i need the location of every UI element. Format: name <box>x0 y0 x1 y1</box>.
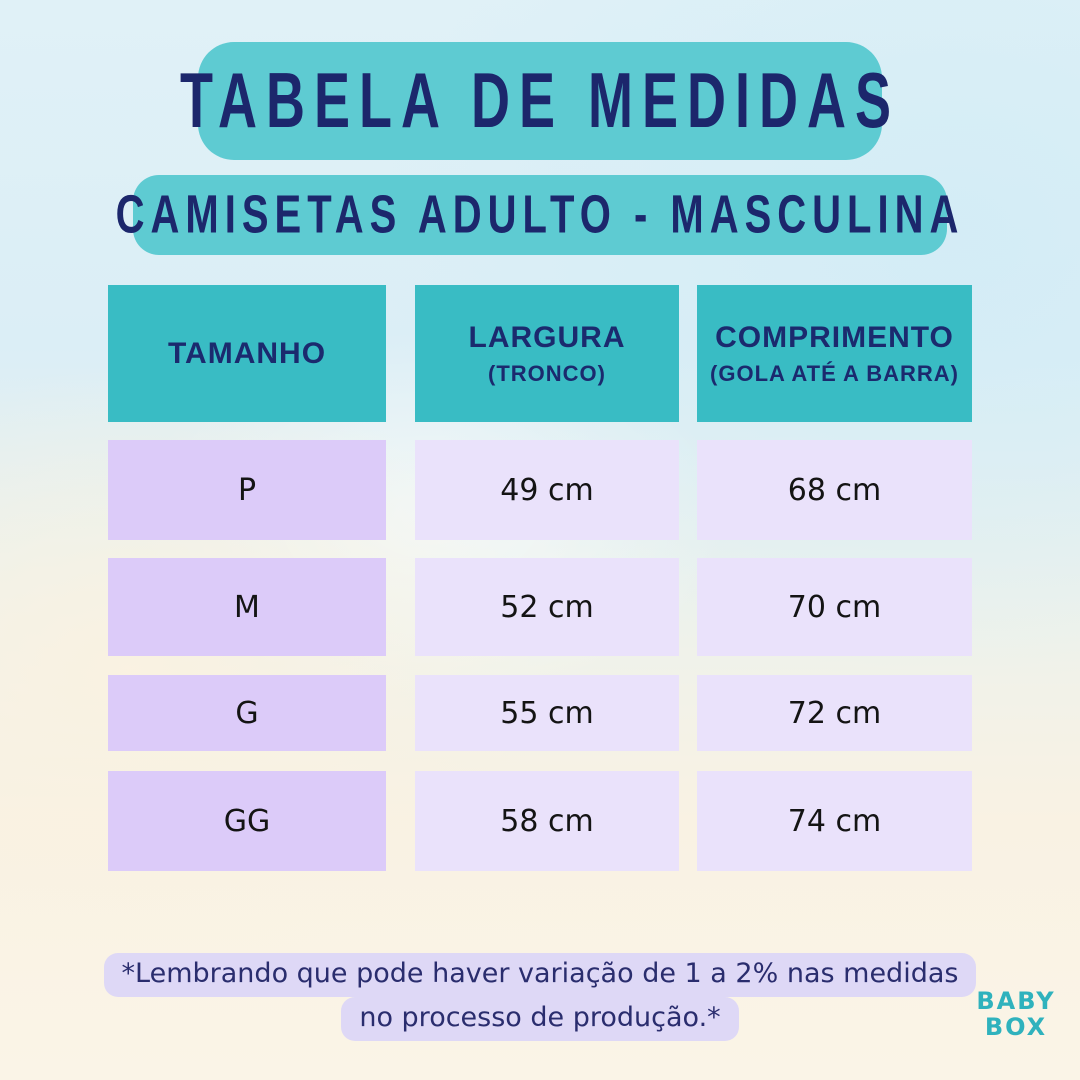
largura-value: 55 cm <box>500 695 594 731</box>
page-title: Tabela de Medidas <box>180 57 900 145</box>
largura-cell: 55 cm <box>415 675 679 751</box>
comprimento-cell: 74 cm <box>697 771 972 871</box>
largura-value: 52 cm <box>500 589 594 625</box>
comprimento-value: 74 cm <box>787 803 882 839</box>
variation-footnote: *Lembrando que pode haver variação de 1 … <box>0 953 1080 1044</box>
baby-box-logo: BABY BOX <box>968 988 1064 1040</box>
footnote-line-1: *Lembrando que pode haver variação de 1 … <box>103 953 977 997</box>
header-label: LARGURA <box>468 320 626 354</box>
size-cell: GG <box>108 771 386 871</box>
largura-value: 49 cm <box>500 472 594 508</box>
header-sublabel: (GOLA ATÉ A BARRA) <box>710 360 959 386</box>
size-value: G <box>235 695 259 731</box>
table-header-row: TAMANHO LARGURA (TRONCO) COMPRIMENTO (GO… <box>108 285 972 422</box>
comprimento-cell: 72 cm <box>697 675 972 751</box>
size-table: TAMANHO LARGURA (TRONCO) COMPRIMENTO (GO… <box>108 285 972 871</box>
largura-cell: 49 cm <box>415 440 679 540</box>
footnote-line-2: no processo de produção.* <box>341 997 739 1041</box>
size-cell: P <box>108 440 386 540</box>
size-cell: G <box>108 675 386 751</box>
comprimento-value: 70 cm <box>787 589 882 625</box>
largura-cell: 52 cm <box>415 558 679 656</box>
size-value: GG <box>223 803 271 839</box>
comprimento-value: 68 cm <box>787 472 882 508</box>
table-row: G 55 cm 72 cm <box>108 675 972 751</box>
table-row: GG 58 cm 74 cm <box>108 771 972 871</box>
largura-cell: 58 cm <box>415 771 679 871</box>
size-cell: M <box>108 558 386 656</box>
header-cell-largura: LARGURA (TRONCO) <box>415 285 679 422</box>
largura-value: 58 cm <box>500 803 594 839</box>
header-label: COMPRIMENTO <box>715 320 954 354</box>
size-value: M <box>234 589 260 625</box>
comprimento-value: 72 cm <box>787 695 882 731</box>
header-cell-comprimento: COMPRIMENTO (GOLA ATÉ A BARRA) <box>697 285 972 422</box>
subtitle-banner: Camisetas Adulto - Masculina <box>116 175 958 255</box>
page-subtitle: Camisetas Adulto - Masculina <box>115 184 965 245</box>
logo-line-2: BOX <box>984 1013 1048 1041</box>
comprimento-cell: 70 cm <box>697 558 972 656</box>
comprimento-cell: 68 cm <box>697 440 972 540</box>
table-row: M 52 cm 70 cm <box>108 558 972 656</box>
size-value: P <box>237 472 257 508</box>
header-cell-tamanho: TAMANHO <box>108 285 386 422</box>
title-banner: Tabela de Medidas <box>180 42 891 160</box>
table-row: P 49 cm 68 cm <box>108 440 972 540</box>
logo-line-1: BABY <box>976 987 1056 1015</box>
header-sublabel: (TRONCO) <box>488 360 606 386</box>
header-label: TAMANHO <box>167 336 327 370</box>
